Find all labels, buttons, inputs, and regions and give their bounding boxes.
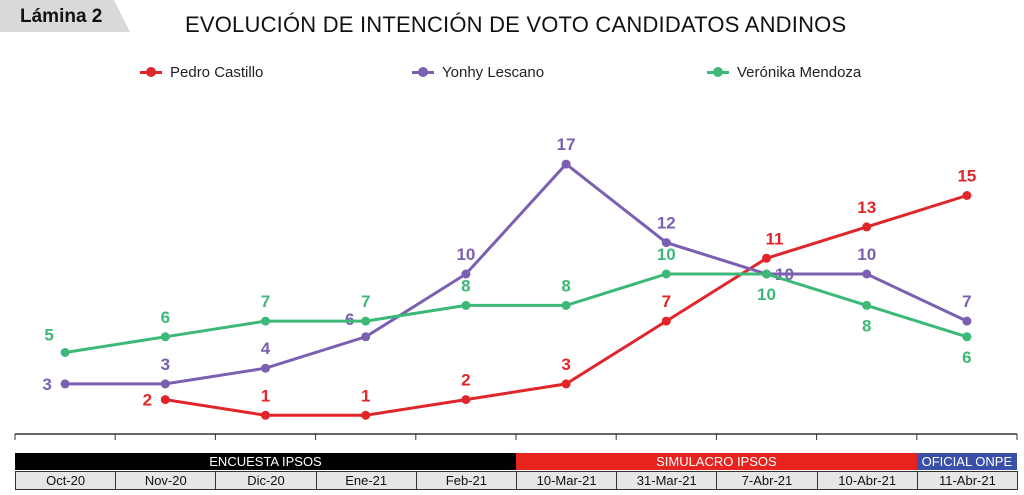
data-point	[561, 300, 571, 310]
legend-item-castillo: Pedro Castillo	[140, 64, 263, 81]
data-point	[461, 395, 471, 405]
chart-title: EVOLUCIÓN DE INTENCIÓN DE VOTO CANDIDATO…	[185, 12, 847, 37]
data-point	[862, 269, 872, 279]
group-band: SIMULACRO IPSOS	[516, 453, 917, 470]
legend-label: Pedro Castillo	[170, 64, 264, 81]
data-label: 8	[862, 316, 871, 335]
data-label: 7	[361, 292, 370, 311]
category-label: 10-Mar-21	[516, 471, 618, 490]
data-point	[160, 395, 170, 405]
data-label: 3	[161, 355, 170, 374]
data-label: 6	[345, 310, 354, 329]
data-label: 3	[42, 375, 51, 394]
data-point	[160, 379, 170, 389]
data-point	[261, 316, 270, 326]
data-label: 7	[962, 292, 971, 311]
data-point	[962, 332, 972, 342]
data-point	[962, 191, 972, 200]
category-label: 11-Abr-21	[916, 471, 1018, 490]
category-label: Ene-21	[315, 471, 417, 490]
data-label: 8	[461, 276, 470, 295]
data-label: 10	[857, 245, 876, 264]
data-label: 10	[757, 285, 776, 304]
data-point	[862, 222, 872, 232]
slide-number: Lámina 2	[20, 6, 103, 27]
data-point	[361, 316, 371, 326]
data-label: 10	[657, 245, 676, 264]
legend-item-lescano: Yonhy Lescano	[412, 64, 544, 81]
data-label: 13	[857, 198, 876, 217]
data-label: 8	[561, 276, 570, 295]
data-point	[561, 159, 571, 169]
data-point	[962, 316, 972, 326]
category-label: 31-Mar-21	[616, 471, 718, 490]
data-label: 5	[44, 326, 53, 345]
group-band: OFICIAL ONPE	[916, 453, 1017, 470]
data-label: 4	[261, 339, 271, 358]
data-point	[661, 316, 671, 326]
data-point	[762, 269, 771, 279]
data-label: 1	[261, 386, 270, 405]
data-point	[661, 238, 671, 248]
data-label: 7	[662, 292, 671, 311]
slide-number-tab: Lámina 2	[0, 0, 130, 32]
data-point	[160, 332, 170, 342]
data-label: 12	[657, 214, 676, 233]
legend-item-mendoza: Verónika Mendoza	[707, 64, 861, 81]
data-point	[261, 410, 270, 420]
data-label: 6	[161, 308, 170, 327]
series-line-2	[64, 272, 968, 354]
data-label: 11	[766, 229, 784, 248]
data-point	[361, 410, 371, 420]
data-label: 7	[261, 292, 270, 311]
series-line-1	[65, 162, 968, 386]
category-label: Nov-20	[115, 471, 217, 490]
data-label: 10	[456, 245, 475, 264]
data-point	[762, 253, 771, 263]
category-label: 10-Abr-21	[816, 471, 918, 490]
legend-label: Verónika Mendoza	[737, 64, 862, 81]
category-label: Dic-20	[215, 471, 317, 490]
category-label: Oct-20	[15, 471, 117, 490]
legend-label: Yonhy Lescano	[442, 64, 545, 81]
data-point	[60, 348, 70, 357]
data-point	[361, 332, 371, 342]
data-point	[862, 300, 872, 310]
data-point	[661, 269, 671, 279]
data-label: 2	[461, 371, 470, 390]
data-label: 6	[962, 348, 971, 367]
data-label: 2	[143, 391, 152, 410]
group-band: ENCUESTA IPSOS	[15, 453, 516, 470]
data-point	[60, 379, 70, 389]
category-label: 7-Abr-21	[716, 471, 818, 490]
data-point	[261, 363, 270, 373]
data-label: 3	[561, 355, 570, 374]
data-label: 15	[957, 167, 976, 186]
data-point	[561, 379, 571, 389]
data-label: 1	[361, 386, 370, 405]
data-point	[461, 269, 471, 279]
data-label: 17	[557, 135, 576, 154]
data-point	[461, 300, 471, 310]
category-label: Feb-21	[415, 471, 517, 490]
